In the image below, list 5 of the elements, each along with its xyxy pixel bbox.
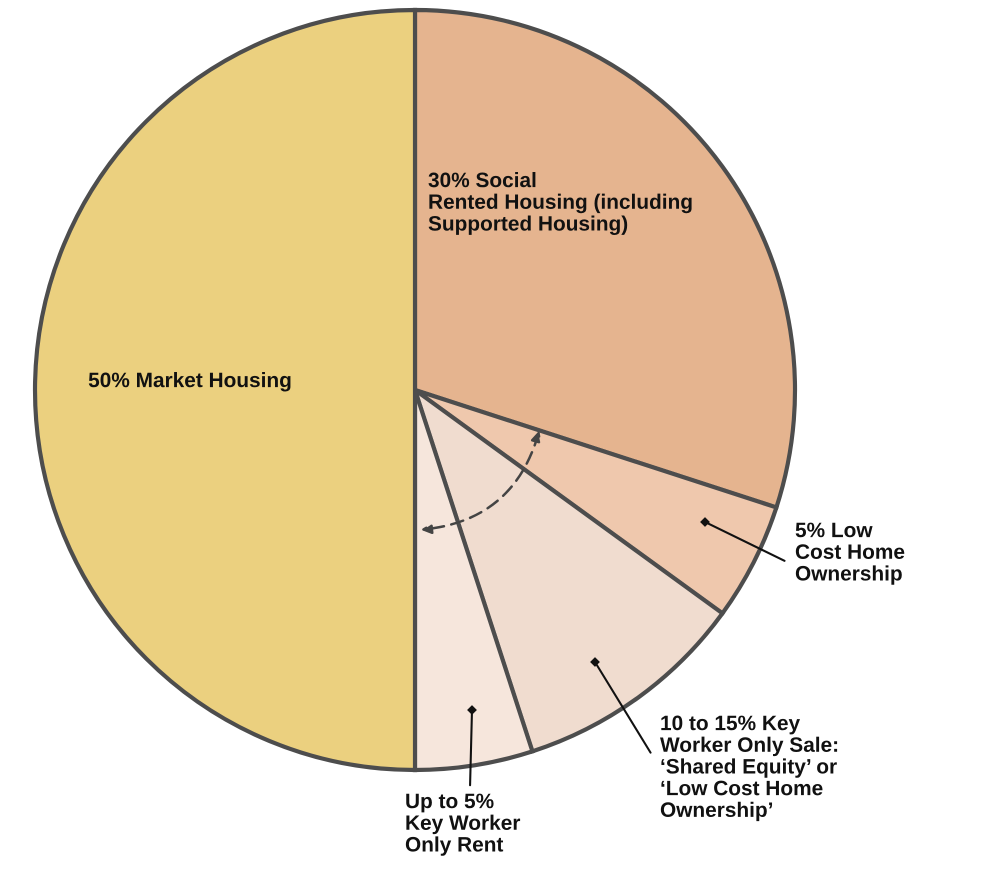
slice-label: 30% Social Rented Housing (including Supported Housing) bbox=[428, 172, 692, 235]
slice-label: Up to 5% Key Worker Only Rent bbox=[406, 794, 520, 856]
slice-label: 10 to 15% Key Worker Only Sale: ‘Shared Equity’ or ‘Low Cost Home Ownership’ bbox=[660, 716, 838, 822]
slice-label: 5% Low Cost Home Ownership bbox=[796, 522, 904, 585]
slice-label: 50% Market Housing bbox=[88, 372, 290, 392]
